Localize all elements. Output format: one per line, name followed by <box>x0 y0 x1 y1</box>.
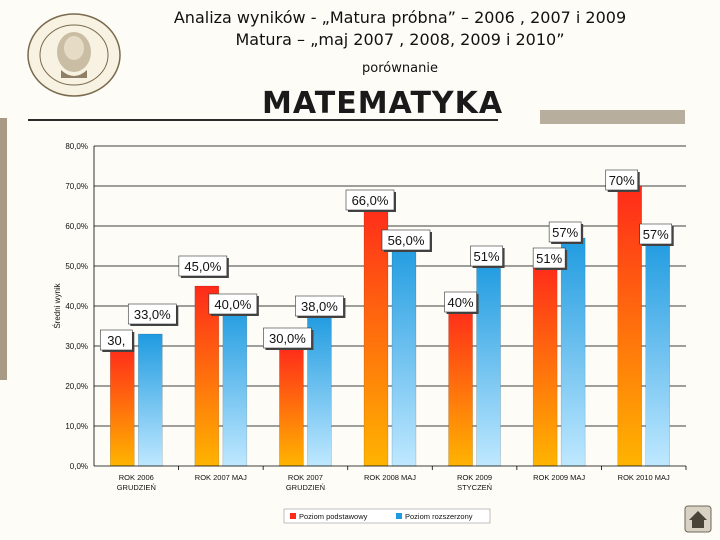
data-label-box <box>548 221 582 243</box>
data-label-box <box>444 291 477 313</box>
x-tick-label: ROK 2010 MAJ <box>618 473 670 482</box>
y-tick-label: 20,0% <box>65 382 88 391</box>
data-label: 40% <box>448 295 474 310</box>
page-title: MATEMATYKA <box>262 86 504 121</box>
x-tick-label: STYCZEŃ <box>457 483 492 492</box>
legend-swatch <box>290 513 296 519</box>
y-tick-label: 70,0% <box>65 182 88 191</box>
data-label: 66,0% <box>352 193 389 208</box>
bar <box>222 305 248 467</box>
legend-box <box>283 508 491 524</box>
subtitle-line-3: porównanie <box>362 61 438 76</box>
y-tick-label: 80,0% <box>65 142 88 151</box>
subtitle-line-1: Analiza wyników - „Matura próbna” – 2006… <box>173 8 627 27</box>
subtitle-line-2: Matura – „maj 2007 , 2008, 2009 i 2010” <box>235 30 565 49</box>
y-tick-label: 40,0% <box>65 302 88 311</box>
home-icon[interactable] <box>684 505 712 533</box>
data-label-box <box>178 255 228 277</box>
data-label-box <box>532 247 566 269</box>
data-label-box <box>345 189 395 211</box>
bar <box>617 185 642 467</box>
x-tick-label: ROK 2008 MAJ <box>364 473 416 482</box>
data-label: 56,0% <box>388 233 425 248</box>
bar <box>448 305 473 467</box>
data-label: 51% <box>536 251 562 266</box>
y-tick-label: 30,0% <box>65 342 88 351</box>
data-label: 40,0% <box>214 297 251 312</box>
left-accent-bar <box>0 118 7 380</box>
legend-swatch <box>396 513 402 519</box>
data-label-box <box>127 303 177 325</box>
y-tick-label: 60,0% <box>65 222 88 231</box>
title-underline <box>28 119 498 121</box>
data-label-box <box>263 327 312 349</box>
data-label-box <box>99 329 133 351</box>
title-accent-bar <box>540 110 685 124</box>
data-label: 33,0% <box>134 307 171 322</box>
data-label-box <box>470 245 503 267</box>
data-label: 70% <box>609 173 635 188</box>
data-label: 38,0% <box>301 299 338 314</box>
bar <box>476 261 501 467</box>
data-label: 45,0% <box>184 259 221 274</box>
data-label-box <box>639 223 673 245</box>
bar <box>532 261 558 467</box>
legend-label: Poziom rozszerzony <box>405 512 473 521</box>
x-tick-label: ROK 2009 <box>457 473 492 482</box>
bar <box>391 241 417 467</box>
bar <box>138 333 163 467</box>
y-tick-label: 0,0% <box>70 462 88 471</box>
bar <box>279 345 304 467</box>
x-tick-label: GRUDZIEŃ <box>286 483 325 492</box>
legend-label: Poziom podstawowy <box>299 512 368 521</box>
y-axis-label: Średni wynik <box>53 282 62 328</box>
x-tick-label: GRUDZIEŃ <box>117 483 156 492</box>
data-label-box <box>381 229 431 251</box>
data-label: 51% <box>474 249 500 264</box>
x-tick-label: ROK 2007 MAJ <box>195 473 247 482</box>
data-label: 30, <box>107 333 125 348</box>
x-tick-label: ROK 2009 MAJ <box>533 473 585 482</box>
data-label-box <box>295 295 344 317</box>
bar <box>645 237 670 467</box>
y-tick-label: 10,0% <box>65 422 88 431</box>
bar <box>560 237 586 467</box>
school-seal-logo <box>27 13 121 97</box>
data-label: 57% <box>643 227 669 242</box>
data-label: 30,0% <box>269 331 306 346</box>
y-tick-label: 50,0% <box>65 262 88 271</box>
data-label-box <box>605 169 639 191</box>
x-tick-label: ROK 2006 <box>119 473 154 482</box>
bar <box>110 345 135 467</box>
data-label: 57% <box>552 225 578 240</box>
x-tick-label: ROK 2007 <box>288 473 323 482</box>
data-label-box <box>208 293 258 315</box>
